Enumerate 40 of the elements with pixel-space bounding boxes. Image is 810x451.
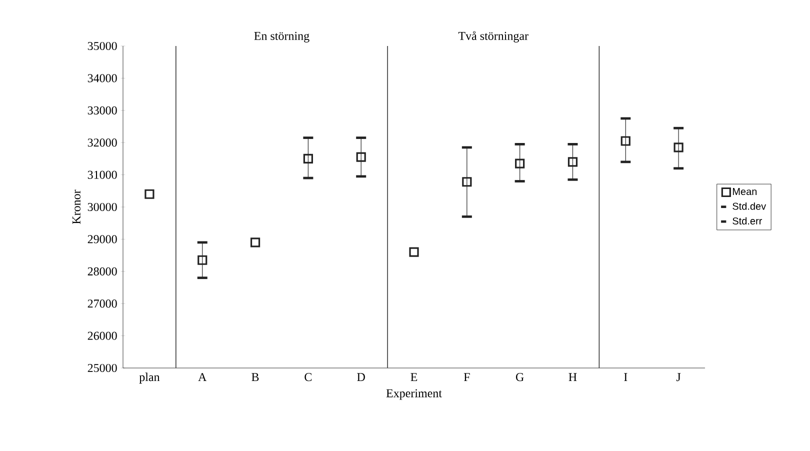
point — [303, 154, 313, 164]
y-tick-label: 27000 — [88, 300, 117, 308]
x-tick-label: A — [198, 373, 207, 382]
point — [356, 152, 366, 162]
legend-label: Std.err — [732, 217, 762, 225]
point — [568, 157, 578, 167]
text: En störning — [254, 32, 310, 42]
text: Två störningar — [458, 31, 528, 42]
y-tick-label: 31000 — [88, 170, 117, 179]
point — [198, 255, 208, 265]
y-tick-label: 30000 — [88, 202, 117, 212]
x-axis-title: Experiment — [386, 389, 442, 400]
point — [250, 238, 260, 248]
y-tick-label: 28000 — [88, 267, 117, 276]
y-tick-label: 26000 — [88, 332, 117, 340]
x-tick-label: G — [516, 373, 524, 382]
point — [144, 189, 154, 199]
y-tick-label: 25000 — [88, 364, 117, 372]
x-tick-label: H — [568, 373, 577, 382]
legend-label: Mean — [732, 188, 757, 196]
x-tick-label: E — [410, 373, 418, 382]
y-axis-title: Kronor — [72, 190, 80, 224]
x-tick-label: C — [304, 373, 312, 382]
y-tick-label: 33000 — [88, 106, 117, 114]
legend-label: Std.dev — [732, 202, 766, 210]
point — [620, 136, 630, 146]
x-tick-label: F — [464, 373, 470, 382]
point — [515, 158, 525, 168]
y-tick-label: 35000 — [88, 42, 117, 50]
y-tick-label: 32000 — [88, 138, 117, 147]
point — [409, 247, 419, 257]
point — [674, 142, 684, 152]
y-tick-label: 29000 — [88, 235, 117, 244]
x-tick-label: B — [252, 373, 259, 382]
y-tick-label: 34000 — [88, 74, 117, 82]
x-tick-label: plan — [139, 372, 160, 384]
x-tick-label: D — [357, 373, 365, 382]
point — [462, 177, 472, 187]
x-tick-label: I — [624, 373, 628, 382]
x-tick-label: J — [676, 373, 681, 382]
